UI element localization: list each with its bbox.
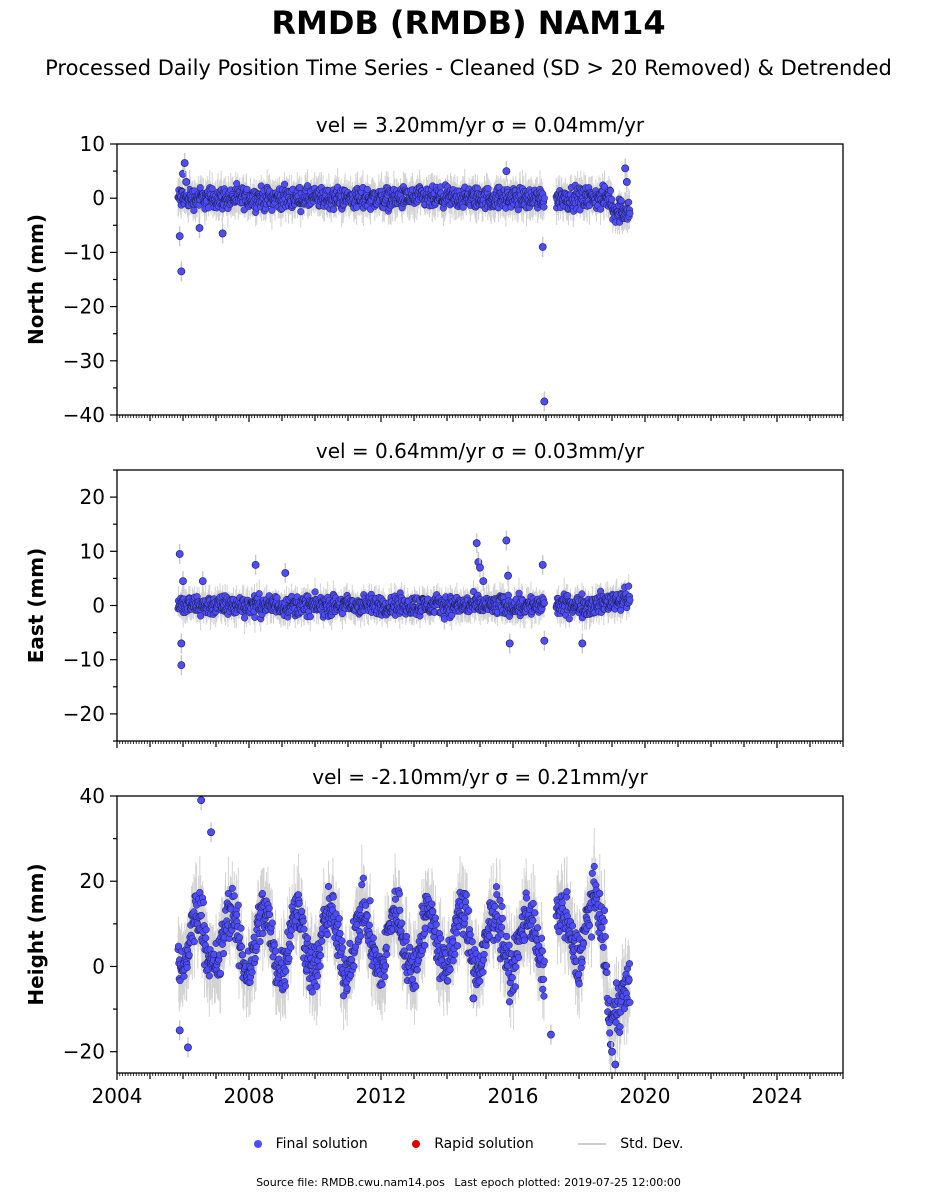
page-title: RMDB (RMDB) NAM14 — [271, 4, 666, 42]
east-final-solution-point — [197, 612, 205, 620]
north-final-solution-point — [606, 187, 615, 195]
north-outlier-point — [621, 164, 630, 173]
east-plot-area — [174, 530, 634, 676]
north-final-solution-point — [363, 185, 371, 193]
east-y-tick-label: 10 — [80, 539, 105, 563]
north-y-tick-label: −20 — [63, 295, 105, 319]
north-final-solution-point — [297, 208, 305, 216]
page-subtitle: Processed Daily Position Time Series - C… — [45, 56, 892, 80]
north-final-solution-point — [240, 206, 248, 214]
east-final-solution-point — [626, 596, 634, 604]
north-outlier-point — [179, 169, 187, 178]
north-final-solution-point — [190, 206, 198, 214]
north-y-tick-label: −10 — [63, 240, 105, 264]
north-outlier-point — [538, 243, 547, 251]
east-panel: vel = 0.64mm/yr σ = 0.03mm/yr East (mm) 20… — [24, 439, 844, 748]
north-panel-title: vel = 3.20mm/yr σ = 0.04mm/yr — [316, 113, 645, 137]
east-final-solution-points — [174, 582, 634, 623]
north-outlier-point — [195, 224, 204, 232]
north-final-solution-point — [459, 203, 467, 211]
north-final-solution-points — [174, 179, 634, 226]
east-y-tick-label: −10 — [63, 648, 105, 672]
north-final-solution-point — [484, 184, 492, 193]
north-outlier-point — [218, 229, 227, 238]
east-outlier-point — [505, 639, 514, 648]
north-final-solution-point — [281, 180, 289, 188]
north-final-solution-point — [243, 185, 251, 193]
north-final-solution-point — [233, 179, 241, 188]
north-y-tick-label: −30 — [63, 349, 105, 373]
north-outlier-point — [502, 167, 511, 175]
north-final-solution-point — [597, 205, 605, 213]
north-outlier-point — [622, 178, 631, 186]
east-final-solution-point — [625, 582, 633, 590]
east-outlier-point — [502, 536, 511, 545]
east-final-solution-point — [578, 590, 586, 598]
north-final-solution-point — [296, 183, 304, 192]
east-final-solution-point — [540, 599, 548, 607]
north-final-solution-point — [608, 195, 616, 203]
east-y-tick-label: −20 — [63, 702, 105, 726]
north-y-tick-label: 10 — [80, 132, 105, 156]
east-panel-title: vel = 0.64mm/yr σ = 0.03mm/yr — [316, 439, 645, 463]
north-final-solution-point — [617, 197, 625, 205]
east-outlier-point — [538, 560, 547, 569]
north-final-solution-point — [626, 209, 634, 217]
north-final-solution-point — [268, 206, 276, 214]
east-y-tick-label: 0 — [92, 594, 105, 618]
north-final-solution-point — [208, 185, 216, 193]
east-final-solution-point — [241, 614, 249, 622]
east-outlier-point — [472, 539, 481, 548]
east-final-solution-point — [311, 588, 319, 596]
east-final-solution-point — [617, 606, 625, 614]
north-final-solution-point — [625, 198, 633, 206]
north-plot-area — [174, 152, 634, 412]
east-final-solution-point — [565, 615, 573, 623]
east-outlier-point — [578, 639, 587, 648]
east-outlier-point — [177, 661, 186, 670]
east-outlier-point — [281, 569, 290, 577]
north-outlier-point — [177, 267, 186, 276]
north-final-solution-point — [540, 203, 548, 211]
north-final-solution-point — [330, 205, 338, 213]
east-final-solution-point — [273, 594, 281, 602]
north-final-solution-point — [600, 183, 609, 191]
east-outlier-point — [540, 636, 549, 645]
north-final-solution-point — [576, 206, 584, 214]
east-final-solution-point — [515, 589, 523, 597]
north-outlier-point — [180, 159, 189, 167]
north-outlier-point — [182, 178, 191, 186]
east-y-tick-label: 20 — [80, 485, 105, 509]
north-final-solution-point — [303, 182, 312, 190]
east-final-solution-point — [255, 590, 263, 598]
east-outlier-point — [177, 639, 186, 648]
east-final-solution-point — [251, 613, 259, 621]
north-y-axis-label: North (mm) — [24, 214, 48, 345]
north-y-tick-label: 0 — [92, 186, 105, 210]
east-final-solution-point — [306, 613, 314, 621]
north-final-solution-point — [540, 194, 548, 202]
east-final-solution-point — [564, 592, 572, 600]
north-panel: vel = 3.20mm/yr σ = 0.04mm/yr North (mm) 1… — [24, 113, 844, 427]
east-outlier-point — [504, 571, 512, 580]
east-outlier-point — [479, 577, 488, 586]
east-outlier-point — [198, 577, 207, 586]
east-outlier-point — [179, 577, 187, 586]
north-outlier-point — [175, 232, 184, 241]
north-y-tick-label: −40 — [63, 403, 105, 427]
east-y-axis-label: East (mm) — [24, 548, 48, 664]
north-outlier-point — [540, 397, 549, 406]
east-outlier-point — [175, 550, 184, 558]
east-outlier-point — [476, 563, 484, 572]
east-outlier-point — [251, 560, 260, 569]
